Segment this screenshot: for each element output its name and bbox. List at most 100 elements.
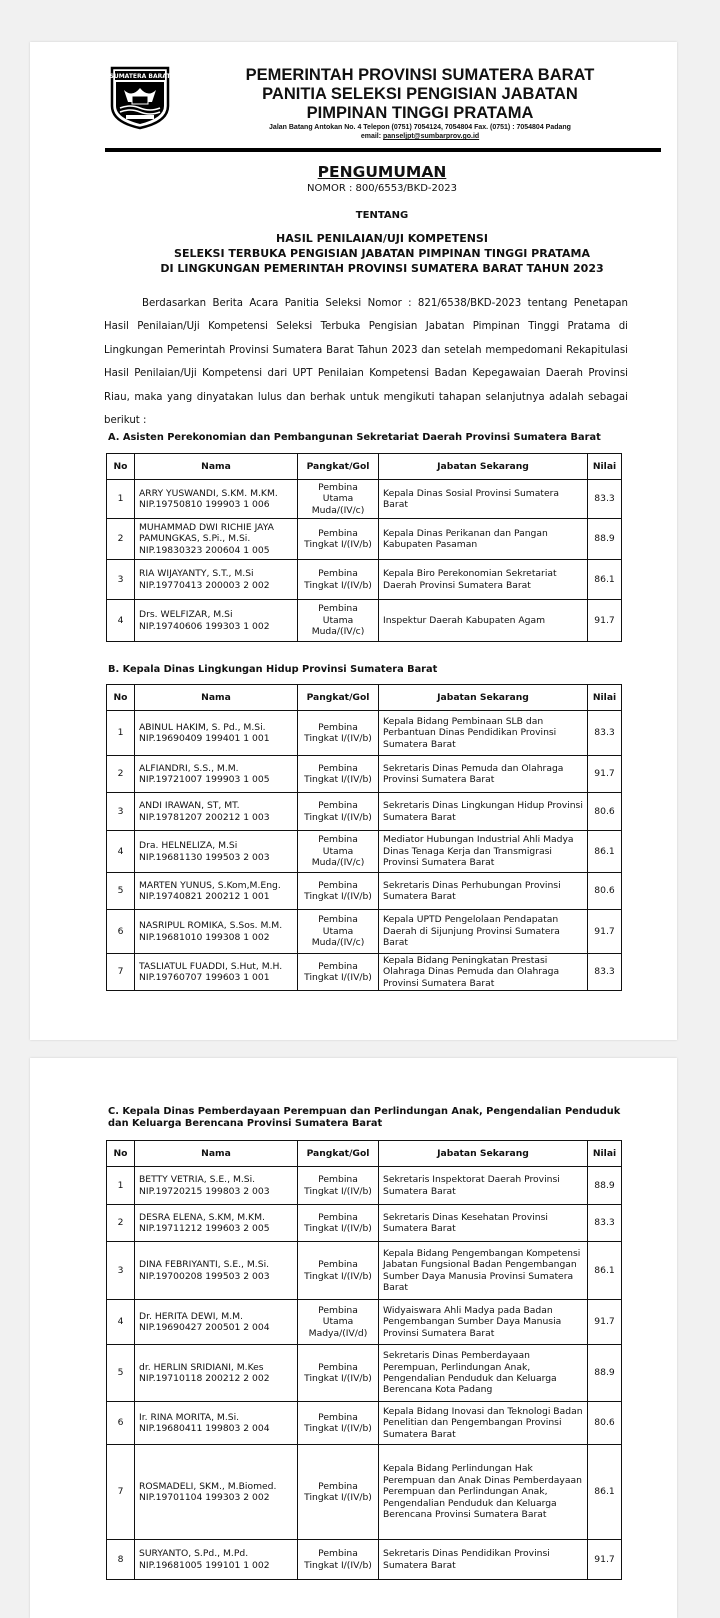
cell-nilai: 91.7 [587, 909, 622, 954]
cell-nilai: 88.9 [587, 1166, 622, 1205]
letterhead-divider [105, 148, 661, 152]
announcement-title: PENGUMUMAN [317, 163, 447, 181]
employee-name: ABINUL HAKIM, S. Pd., M.Si. [139, 721, 266, 733]
table-row: 2 MUHAMMAD DWI RICHIE JAYA PAMUNGKAS, S.P… [106, 518, 622, 560]
employee-name: ROSMADELI, SKM., M.Biomed. [139, 1480, 277, 1492]
table-row: 5 dr. HERLIN SRIDIANI, M.Kes NIP.19710118 … [106, 1344, 622, 1402]
employee-nip: NIP.19681005 199101 1 002 [139, 1559, 270, 1571]
employee-nip: NIP.19770413 200003 2 002 [139, 579, 270, 591]
column-header-no: No [106, 684, 135, 711]
cell-jabatan: Kepala Bidang Peningkatan Prestasi Olahr… [378, 953, 588, 991]
employee-nip: NIP.19721007 199903 1 005 [139, 774, 270, 785]
employee-nip: NIP.19740606 199303 1 002 [139, 620, 270, 632]
cell-no: 5 [106, 872, 135, 910]
cell-no: 3 [106, 559, 135, 600]
cell-nama: MUHAMMAD DWI RICHIE JAYA PAMUNGKAS, S.Pi… [134, 518, 298, 560]
employee-nip: NIP.19760707 199603 1 001 [139, 972, 270, 983]
cell-jabatan: Sekretaris Dinas Lingkungan Hidup Provin… [378, 792, 588, 831]
column-header-nama: Nama [134, 684, 298, 711]
table-row: 4 Drs. WELFIZAR, M.Si NIP.19740606 199303 … [106, 599, 622, 642]
section-c-title: C. Kepala Dinas Pemberdayaan Perempuan d… [108, 1106, 621, 1129]
cell-no: 1 [106, 710, 135, 756]
table-row: 6 Ir. RINA MORITA, M.Si. NIP.19680411 1998… [106, 1401, 622, 1445]
table-row: 8 SURYANTO, S.Pd., M.Pd. NIP.19681005 1991… [106, 1539, 622, 1580]
employee-nip: NIP.19830323 200604 1 005 [139, 544, 270, 556]
table-row: 1 ARRY YUSWANDI, S.KM. M.KM. NIP.19750810 … [106, 479, 622, 519]
cell-pangkat: Pembina Tingkat I/(IV/b) [297, 1401, 379, 1445]
table-row: 2 ALFIANDRI, S.S., M.M. NIP.19721007 19990… [106, 755, 622, 793]
cell-pangkat: Pembina Tingkat I/(IV/b) [297, 953, 379, 991]
cell-no: 3 [106, 792, 135, 831]
cell-no: 4 [106, 599, 135, 642]
column-header-nama: Nama [134, 453, 298, 480]
cell-no: 7 [106, 953, 135, 991]
cell-no: 8 [106, 1539, 135, 1580]
cell-jabatan: Widyaiswara Ahli Madya pada Badan Pengem… [378, 1299, 588, 1345]
email-label: email: [360, 133, 384, 140]
section-b-title: B. Kepala Dinas Lingkungan Hidup Provins… [108, 664, 438, 675]
section-a-title: A. Asisten Perekonomian dan Pembangunan … [108, 432, 601, 443]
cell-nama: Dra. HELNELIZA, M.Si NIP.19681130 199503 … [134, 830, 298, 873]
employee-nip: NIP.19711212 199603 2 005 [139, 1223, 270, 1234]
employee-name: BETTY VETRIA, S.E., M.Si. [139, 1174, 256, 1186]
cell-nama: BETTY VETRIA, S.E., M.Si. NIP.19720215 19… [134, 1166, 298, 1205]
cell-jabatan: Sekretaris Dinas Perhubungan Provinsi Su… [378, 872, 588, 910]
table-row: 3 RIA WIJAYANTY, S.T., M.Si NIP.19770413 2… [106, 559, 622, 600]
cell-no: 2 [106, 518, 135, 560]
employee-nip: NIP.19690427 200501 2 004 [139, 1322, 270, 1333]
column-header-jabatan: Jabatan Sekarang [378, 684, 588, 711]
letterhead: PEMERINTAH PROVINSI SUMATERA BARAT PANIT… [220, 66, 620, 141]
cell-nama: TASLIATUL FUADDI, S.Hut, M.H. NIP.1976070… [134, 953, 298, 991]
employee-nip: NIP.19690409 199401 1 001 [139, 733, 270, 744]
cell-no: 2 [106, 755, 135, 793]
employee-nip: NIP.19740821 200212 1 001 [139, 891, 270, 902]
column-header-nilai: Nilai [587, 453, 622, 480]
cell-pangkat: Pembina Utama Muda/(IV/c) [297, 909, 379, 954]
column-header-nilai: Nilai [587, 1140, 622, 1167]
table-row: 4 Dr. HERITA DEWI, M.M. NIP.19690427 20050… [106, 1299, 622, 1345]
table-row: 6 NASRIPUL ROMIKA, S.Sos. M.M. NIP.1968101… [106, 909, 622, 954]
cell-nilai: 80.6 [587, 1401, 622, 1445]
cell-nama: RIA WIJAYANTY, S.T., M.Si NIP.19770413 20… [134, 559, 298, 600]
cell-jabatan: Kepala Dinas Sosial Provinsi Sumatera Ba… [378, 479, 588, 519]
subject-line-2: SELEKSI TERBUKA PENGISIAN JABATAN PIMPIN… [174, 247, 590, 260]
email-link[interactable]: panseljpt@sumbarprov.go.id [383, 133, 480, 140]
cell-pangkat: Pembina Tingkat I/(IV/b) [297, 1166, 379, 1205]
column-header-jabatan: Jabatan Sekarang [378, 1140, 588, 1167]
cell-nilai: 91.7 [587, 1299, 622, 1345]
table-header-row: No Nama Pangkat/Gol Jabatan Sekarang Nilai [106, 453, 622, 480]
table-header-row: No Nama Pangkat/Gol Jabatan Sekarang Nilai [106, 684, 622, 711]
cell-nilai: 91.7 [587, 755, 622, 793]
announcement-paragraph: Berdasarkan Berita Acara Panitia Seleksi… [104, 298, 628, 427]
cell-jabatan: Sekretaris Dinas Pemberdayaan Perempuan,… [378, 1344, 588, 1402]
cell-nilai: 88.9 [587, 1344, 622, 1402]
letterhead-line-2: PANITIA SELEKSI PENGISIAN JABATAN [262, 85, 578, 103]
document-page-2: C. Kepala Dinas Pemberdayaan Perempuan d… [30, 1058, 677, 1618]
employee-nip: NIP.19681010 199308 1 002 [139, 931, 270, 943]
cell-jabatan: Kepala Bidang Perlindungan Hak Perempuan… [378, 1444, 588, 1540]
cell-nama: Drs. WELFIZAR, M.Si NIP.19740606 199303 1… [134, 599, 298, 642]
cell-nilai: 83.3 [587, 1204, 622, 1242]
cell-jabatan: Sekretaris Inspektorat Daerah Provinsi S… [378, 1166, 588, 1205]
cell-nilai: 88.9 [587, 518, 622, 560]
cell-nama: ALFIANDRI, S.S., M.M. NIP.19721007 199903… [134, 755, 298, 793]
announcement-about: TENTANG [355, 210, 409, 221]
cell-pangkat: Pembina Tingkat I/(IV/b) [297, 1241, 379, 1300]
cell-no: 3 [106, 1241, 135, 1300]
cell-nama: ANDI IRAWAN, ST, MT. NIP.19781207 200212 … [134, 792, 298, 831]
province-emblem-logo: SUMATERA BARAT [110, 66, 170, 130]
cell-jabatan: Mediator Hubungan Industrial Ahli Madya … [378, 830, 588, 873]
employee-name: dr. HERLIN SRIDIANI, M.Kes [139, 1361, 264, 1373]
cell-nilai: 83.3 [587, 953, 622, 991]
employee-nip: NIP.19700208 199503 2 003 [139, 1270, 270, 1282]
employee-name: Ir. RINA MORITA, M.Si. [139, 1411, 240, 1423]
table-row: 3 ANDI IRAWAN, ST, MT. NIP.19781207 200212… [106, 792, 622, 831]
employee-nip: NIP.19750810 199903 1 006 [139, 499, 270, 510]
employee-nip: NIP.19710118 200212 2 002 [139, 1373, 270, 1384]
employee-nip: NIP.19781207 200212 1 003 [139, 811, 270, 823]
letterhead-line-1: PEMERINTAH PROVINSI SUMATERA BARAT [245, 66, 595, 84]
cell-no: 1 [106, 1166, 135, 1205]
cell-pangkat: Pembina Tingkat I/(IV/b) [297, 872, 379, 910]
column-header-nilai: Nilai [587, 684, 622, 711]
employee-nip: NIP.19680411 199803 2 004 [139, 1423, 270, 1434]
